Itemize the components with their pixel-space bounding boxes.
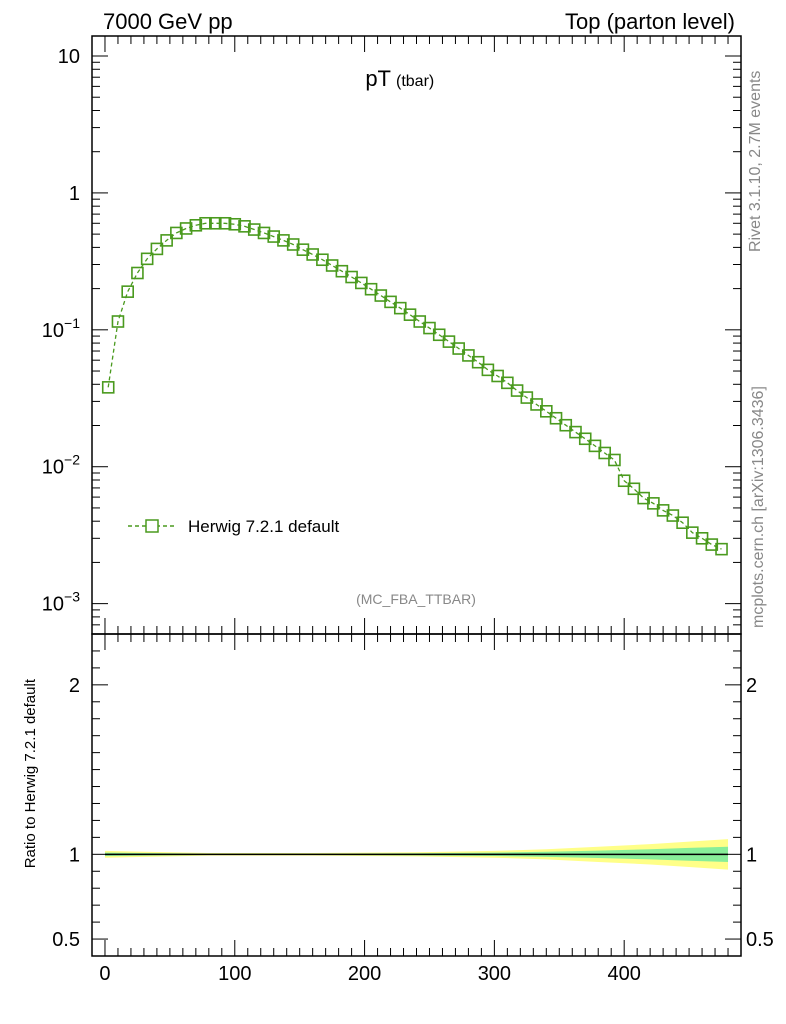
ratio-y-tick-label-right: 2	[746, 675, 757, 697]
ratio-frame	[91, 633, 742, 957]
y-tick-base: 10	[58, 46, 80, 68]
ratio-y-tick-label-left: 1	[69, 844, 80, 866]
y-tick-label: 10−2	[42, 452, 80, 479]
data-point	[374, 289, 388, 302]
data-point	[170, 226, 183, 240]
data-point	[530, 398, 543, 411]
ratio-y-tick-label-right: 1	[746, 844, 757, 866]
data-point	[666, 509, 680, 522]
x-tick-label: 400	[607, 963, 640, 985]
legend-label: Herwig 7.2.1 default	[188, 517, 339, 536]
data-point	[189, 218, 203, 232]
header-left: 7000 GeV pp	[103, 9, 233, 34]
data-point	[647, 497, 660, 510]
data-point	[121, 285, 134, 298]
ratio-y-tick-label-right: 0.5	[746, 929, 774, 951]
ratio-panel: 0 100 200 300 400 0.5 0.5 1 1 2 2	[52, 633, 774, 985]
data-point	[140, 252, 154, 266]
legend: Herwig 7.2.1 default	[128, 517, 339, 536]
data-point	[676, 516, 689, 530]
data-point	[442, 335, 456, 348]
data-point	[510, 384, 524, 397]
data-point	[627, 482, 641, 496]
data-point	[598, 446, 612, 460]
data-point	[179, 222, 193, 235]
x-tick-label: 100	[218, 963, 251, 985]
y-tick-base: 10	[42, 594, 64, 616]
data-point	[432, 328, 446, 342]
data-point	[520, 391, 534, 404]
data-point	[199, 216, 212, 230]
main-frame	[91, 35, 742, 635]
plot-title-sub: (tbar)	[396, 73, 434, 90]
header-right: Top (parton level)	[565, 9, 735, 34]
data-point	[569, 425, 582, 439]
data-point	[705, 538, 719, 551]
data-point	[588, 439, 602, 453]
data-point	[403, 308, 417, 321]
y-tick-label: 10−1	[42, 315, 80, 342]
x-tick-label: 0	[99, 963, 110, 985]
data-point	[228, 217, 242, 231]
y-tick-base: 10	[42, 320, 64, 342]
data-point	[101, 381, 115, 394]
ratio-y-tick-label-left: 0.5	[52, 929, 80, 951]
data-point	[578, 432, 592, 446]
plot-title: pT	[365, 66, 391, 91]
data-point	[131, 266, 144, 280]
data-point	[549, 411, 563, 425]
mcplots-label: mcplots.cern.ch [arXiv:1306.3436]	[750, 386, 767, 628]
legend-marker	[145, 519, 159, 533]
data-point	[501, 376, 514, 390]
data-point	[617, 474, 631, 488]
data-point	[111, 315, 125, 328]
y-tick-label: 10−3	[42, 589, 80, 616]
y-tick-label: 1	[69, 183, 80, 205]
ratio-ylabel: Ratio to Herwig 7.2.1 default	[22, 678, 39, 868]
data-point	[218, 216, 232, 230]
data-point	[715, 542, 728, 556]
y-tick-exponent: −1	[64, 315, 80, 331]
data-point	[364, 282, 378, 296]
data-point	[539, 404, 553, 418]
data-point	[257, 226, 271, 240]
ratio-y-tick-label-left: 2	[69, 675, 80, 697]
analysis-tag: (MC_FBA_TTBAR)	[356, 591, 476, 607]
data-point	[559, 418, 573, 432]
data-point	[452, 342, 465, 355]
data-point	[471, 355, 485, 369]
data-point	[413, 315, 427, 328]
y-tick-base: 10	[42, 457, 64, 479]
data-point	[608, 453, 621, 467]
data-point	[209, 216, 222, 230]
rivet-label: Rivet 3.1.10, 2.7M events	[747, 71, 764, 252]
data-point	[238, 220, 251, 233]
y-tick-base: 1	[69, 183, 80, 205]
y-tick-label: 10	[58, 46, 80, 68]
data-point	[150, 242, 164, 256]
data-point	[462, 349, 475, 362]
series-line	[107, 222, 722, 550]
x-tick-label: 200	[348, 963, 381, 985]
x-tick-label: 300	[478, 963, 511, 985]
data-point	[160, 234, 173, 247]
data-point	[247, 223, 261, 236]
y-tick-exponent: −3	[64, 589, 80, 605]
data-point	[393, 301, 407, 315]
y-tick-exponent: −2	[64, 452, 80, 468]
data-point	[491, 369, 504, 383]
data-point	[277, 234, 290, 247]
data-point	[267, 230, 281, 243]
data-point	[423, 321, 436, 335]
